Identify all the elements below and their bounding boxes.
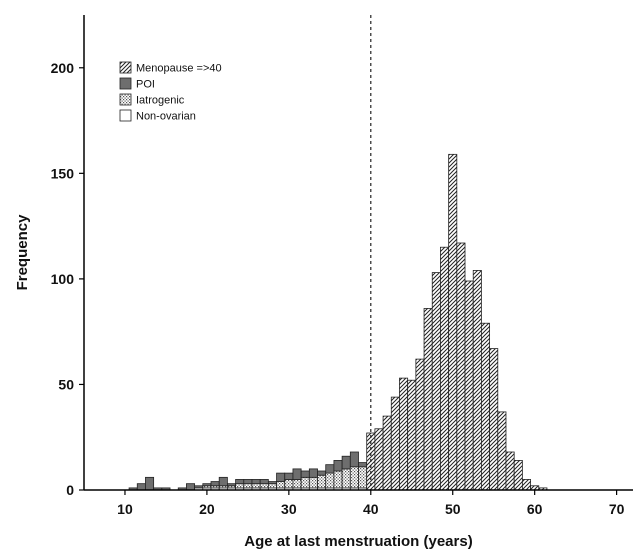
bar-poi-27: [259, 479, 269, 485]
bar-menopause-40-43: [390, 396, 400, 491]
bar-iatrogenic-30: [284, 479, 294, 489]
bar-menopause-40-57: [505, 451, 515, 491]
bar-poi-38: [349, 451, 359, 468]
bar-menopause-40-50: [448, 153, 458, 491]
y-tick-label-100: 100: [51, 271, 75, 287]
legend-label-non-ovarian: Non-ovarian: [136, 111, 196, 123]
bar-menopause-40-51: [456, 242, 466, 491]
bar-iatrogenic-39: [358, 466, 368, 489]
bar-poi-26: [251, 479, 261, 485]
y-tick-label-200: 200: [51, 60, 75, 76]
legend-swatch-non-ovarian: [119, 109, 132, 122]
bar-iatrogenic-33: [308, 476, 318, 489]
bar-menopause-40-47: [423, 308, 433, 491]
bar-iatrogenic-37: [341, 468, 351, 489]
bar-menopause-40-44: [399, 377, 409, 491]
legend-swatch-iatrogenic: [119, 93, 132, 106]
bar-poi-22: [218, 476, 228, 487]
bar-menopause-40-52: [464, 280, 474, 491]
bar-poi-12: [136, 483, 146, 491]
bar-poi-23: [226, 483, 236, 487]
ticks-layer: 10 20 30 40 50 60 70 0 50 100 150 200: [51, 60, 625, 517]
bar-iatrogenic-27: [259, 483, 269, 489]
legend-label-menopause-40: Menopause =>40: [136, 63, 222, 75]
bar-menopause-40-42: [382, 415, 392, 491]
bar-menopause-40-45: [407, 379, 417, 491]
bar-poi-33: [308, 468, 318, 478]
bar-poi-28: [267, 481, 277, 485]
bar-poi-21: [210, 481, 220, 487]
bars-layer: [128, 153, 548, 491]
y-axis-title: Frequency: [14, 214, 31, 291]
bar-menopause-40-53: [472, 270, 482, 491]
bar-poi-34: [317, 470, 327, 476]
bar-poi-39: [358, 462, 368, 468]
bar-iatrogenic-35: [325, 472, 335, 489]
bar-poi-31: [292, 468, 302, 480]
legend-swatch-poi: [119, 77, 132, 90]
y-tick-label-50: 50: [58, 376, 74, 392]
bar-poi-30: [284, 472, 294, 480]
legend-swatch-menopause-40: [119, 61, 132, 74]
bar-menopause-40-41: [374, 428, 384, 491]
bar-iatrogenic-34: [317, 474, 327, 489]
axes-layer: [83, 15, 633, 491]
x-tick-label-60: 60: [527, 501, 543, 517]
bar-poi-29: [276, 472, 286, 482]
bar-menopause-40-59: [521, 479, 531, 491]
bar-poi-25: [243, 479, 253, 485]
y-tick-label-0: 0: [66, 482, 74, 498]
bar-poi-19: [194, 485, 204, 489]
bar-iatrogenic-26: [251, 483, 261, 489]
bar-menopause-40-56: [497, 411, 507, 491]
bar-poi-20: [202, 483, 212, 487]
bar-iatrogenic-36: [333, 470, 343, 489]
x-tick-label-20: 20: [199, 501, 215, 517]
y-tick-label-150: 150: [51, 165, 75, 181]
bar-menopause-40-58: [513, 460, 523, 491]
bar-poi-36: [333, 460, 343, 472]
bar-iatrogenic-32: [300, 476, 310, 489]
bar-poi-24: [235, 479, 245, 485]
x-tick-label-70: 70: [609, 501, 625, 517]
bar-iatrogenic-29: [276, 481, 286, 489]
bar-iatrogenic-28: [267, 483, 277, 489]
bar-menopause-40-48: [431, 272, 441, 491]
x-tick-label-10: 10: [117, 501, 133, 517]
bar-iatrogenic-38: [349, 466, 359, 489]
bar-menopause-40-54: [481, 322, 491, 491]
bar-iatrogenic-25: [243, 483, 253, 489]
legend-label-iatrogenic: Iatrogenic: [136, 95, 185, 107]
x-tick-label-50: 50: [445, 501, 461, 517]
bar-poi-13: [145, 476, 155, 491]
legend-label-poi: POI: [136, 79, 155, 91]
bar-poi-32: [300, 470, 310, 478]
x-axis-title: Age at last menstruation (years): [244, 533, 472, 550]
legend: Menopause =>40 POI Iatrogenic Non-ovarian: [119, 61, 222, 123]
x-tick-label-30: 30: [281, 501, 297, 517]
bar-menopause-40-55: [489, 348, 499, 491]
bar-poi-37: [341, 455, 351, 470]
bar-iatrogenic-24: [235, 483, 245, 489]
bar-menopause-40-46: [415, 358, 425, 491]
x-tick-label-40: 40: [363, 501, 379, 517]
bar-menopause-40-49: [440, 246, 450, 491]
bar-poi-18: [186, 483, 196, 491]
bar-poi-35: [325, 464, 335, 474]
bar-iatrogenic-31: [292, 479, 302, 489]
